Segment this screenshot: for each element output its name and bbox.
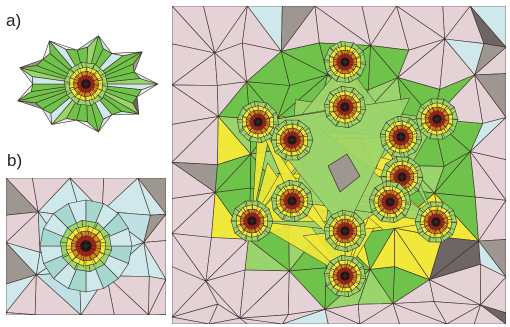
- panel-c-refinement-6: [415, 98, 459, 140]
- panel-b-refinement: [60, 220, 112, 272]
- panel-b-mesh-figure: [6, 178, 166, 315]
- panel-c-refinement-8: [271, 179, 313, 223]
- panel-c-refinement-3: [236, 101, 280, 143]
- panel-c-mesh: [172, 6, 506, 324]
- panel-a-refinement: [63, 62, 109, 106]
- panel-c-refinement-13: [323, 255, 367, 297]
- panel-a-mesh: [17, 35, 159, 133]
- panel-c-refinement-5: [379, 116, 423, 158]
- panel-c-refinement-1: [323, 41, 367, 83]
- panel-b-mesh: [6, 178, 166, 315]
- panel-c-refinement-2: [323, 86, 367, 128]
- panel-c-refinement-7: [380, 156, 424, 198]
- panel-b-label: b): [7, 151, 23, 170]
- panel-c-center-cell: [327, 153, 361, 193]
- panel-c-refinement-4: [270, 119, 314, 161]
- panel-c-refinement-10: [230, 200, 274, 242]
- panel-c-mesh-figure: [172, 6, 506, 324]
- panel-c-refinement-11: [324, 209, 366, 253]
- panel-c-refinement-9: [368, 181, 412, 223]
- panel-c-refinement-12: [414, 201, 458, 243]
- panel-a-label: a): [6, 11, 22, 30]
- panel-a-mesh-figure: [17, 35, 159, 133]
